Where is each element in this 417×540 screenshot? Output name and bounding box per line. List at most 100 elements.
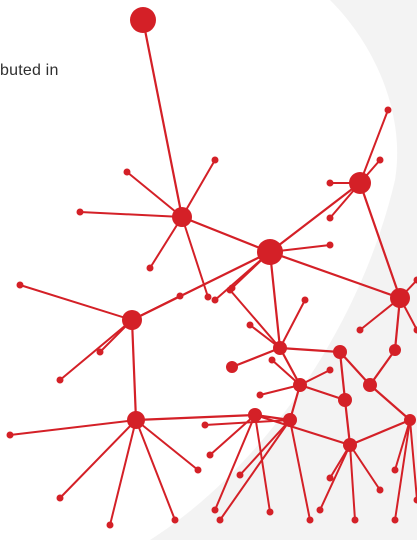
network-leaf-node	[201, 421, 209, 429]
network-spoke	[219, 419, 291, 521]
network-spoke	[59, 419, 137, 499]
network-spoke	[394, 419, 411, 521]
network-hub-node	[293, 378, 307, 392]
network-leaf-node	[76, 208, 84, 216]
network-spoke	[109, 419, 137, 526]
network-spoke	[135, 419, 176, 521]
network-leaf-node	[226, 286, 234, 294]
network-hub-node	[363, 378, 377, 392]
network-link	[253, 413, 352, 447]
network-leaf-node	[211, 296, 219, 304]
network-leaf-node	[413, 326, 417, 334]
network-spoke	[239, 419, 291, 476]
network-spoke	[359, 109, 389, 184]
network-spoke	[214, 414, 256, 511]
network-leaf-node	[56, 494, 64, 502]
network-spoke	[279, 299, 306, 349]
network-leaf-node	[171, 516, 179, 524]
network-hub-node	[248, 408, 262, 422]
network-link	[343, 398, 352, 447]
network-hub-node	[226, 361, 238, 373]
network-leaf-node	[301, 296, 309, 304]
network-nodes	[6, 7, 417, 529]
network-leaf-node	[204, 293, 212, 301]
network-leaf-node	[56, 376, 64, 384]
network-spoke	[135, 419, 199, 471]
network-hub-node	[127, 411, 145, 429]
network-leaf-node	[384, 106, 392, 114]
network-hub-node	[172, 207, 192, 227]
network-hub-node	[349, 172, 371, 194]
network-leaf-node	[211, 506, 219, 514]
network-leaf-node	[306, 516, 314, 524]
network-link	[180, 215, 272, 254]
network-leaf-node	[146, 264, 154, 272]
network-link	[230, 346, 282, 369]
network-leaf-node	[176, 292, 184, 300]
network-spoke	[409, 419, 417, 501]
intro-text-fragment: buted in	[0, 62, 59, 79]
network-edges	[9, 18, 417, 526]
network-leaf-node	[6, 431, 14, 439]
network-leaf-node	[16, 281, 24, 289]
network-leaf-node	[326, 214, 334, 222]
network-hub-node	[390, 288, 410, 308]
network-link	[268, 250, 282, 350]
network-spoke	[209, 414, 256, 456]
network-link	[268, 181, 362, 254]
network-leaf-node	[106, 521, 114, 529]
network-spoke	[229, 289, 281, 349]
network-spoke	[254, 414, 271, 513]
network-spoke	[289, 419, 311, 521]
network-link	[134, 413, 257, 422]
network-leaf-node	[351, 516, 359, 524]
network-leaf-node	[326, 241, 334, 249]
network-spoke	[9, 419, 137, 436]
network-hub-node	[273, 341, 287, 355]
network-leaf-node	[211, 156, 219, 164]
network-hub-node	[333, 345, 347, 359]
network-link	[348, 418, 412, 447]
network-hub-node	[130, 7, 156, 33]
network-spoke	[126, 171, 183, 218]
network-hub-node	[343, 438, 357, 452]
network-spoke	[149, 216, 183, 269]
network-leaf-node	[391, 516, 399, 524]
network-leaf-node	[356, 326, 364, 334]
network-link	[278, 346, 302, 387]
network-hub-node	[257, 239, 283, 265]
network-link	[278, 346, 342, 354]
network-link	[368, 383, 412, 422]
network-hub-node	[404, 414, 416, 426]
network-spoke	[181, 159, 216, 218]
network-spoke	[79, 211, 183, 218]
network-hub-node	[338, 393, 352, 407]
network-leaf-node	[96, 348, 104, 356]
network-link	[338, 350, 347, 402]
network-spoke	[181, 216, 209, 298]
network-link	[268, 250, 402, 300]
network-spoke	[394, 419, 411, 471]
network-leaf-node	[216, 516, 224, 524]
network-leaf-node	[266, 508, 274, 516]
network-spoke	[319, 444, 351, 511]
network-leaf-node	[376, 156, 384, 164]
network-leaf-node	[256, 391, 264, 399]
network-link	[338, 350, 372, 387]
network-spoke	[349, 444, 356, 521]
network-leaf-node	[326, 366, 334, 374]
network-leaf-node	[326, 179, 334, 187]
network-hub-node	[122, 310, 142, 330]
network-leaf-node	[391, 466, 399, 474]
network-leaf-node	[123, 168, 131, 176]
network-leaf-node	[246, 321, 254, 329]
network-spoke	[349, 444, 381, 491]
network-spoke	[59, 319, 133, 381]
network-leaf-node	[194, 466, 202, 474]
network-leaf-node	[206, 451, 214, 459]
network-spoke	[19, 284, 133, 321]
network-leaf-node	[376, 486, 384, 494]
network-link	[368, 348, 397, 387]
